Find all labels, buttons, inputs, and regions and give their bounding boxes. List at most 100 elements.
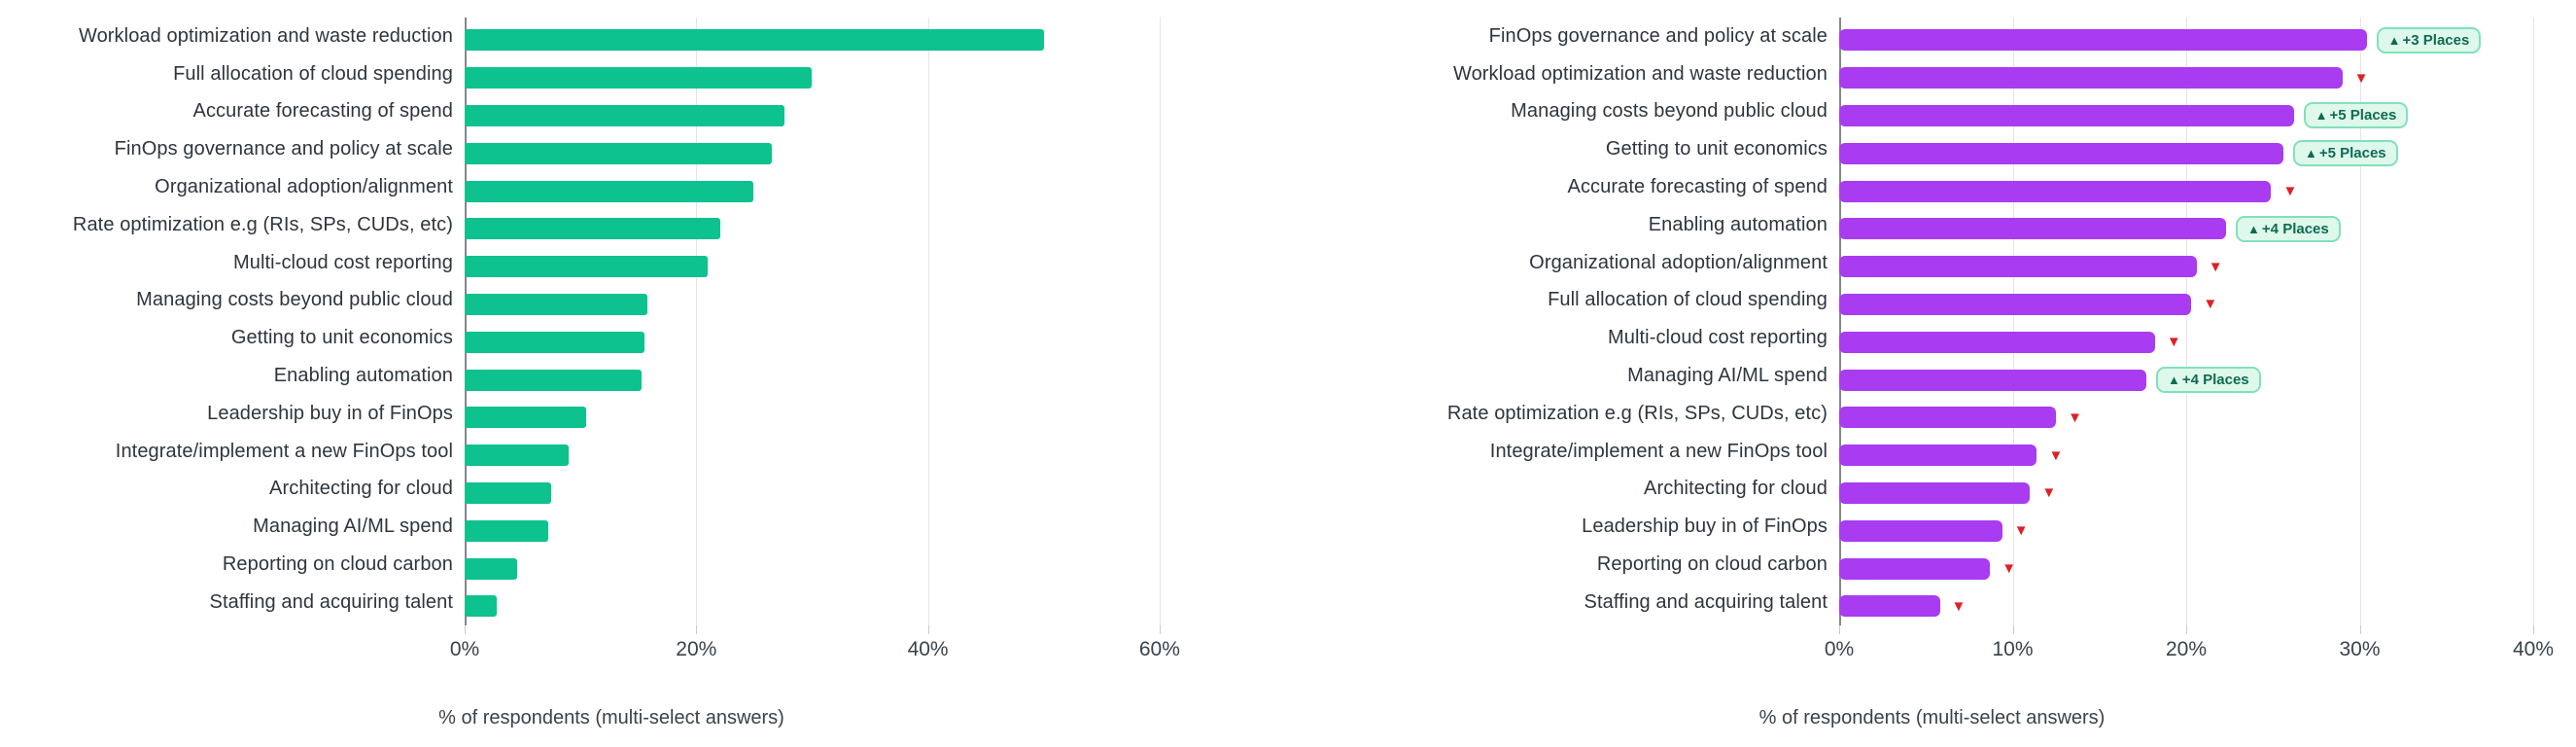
category-label: Enabling automation: [273, 365, 453, 387]
bar: [1839, 445, 2037, 467]
x-tick-label: 0%: [449, 637, 480, 660]
bar: [1839, 180, 2272, 202]
category-label: Workload optimization and waste reductio…: [78, 24, 453, 47]
category-label: Staffing and acquiring talent: [209, 590, 453, 613]
rank-up-icon: ▲: [2167, 373, 2180, 388]
category-label: Managing AI/ML spend: [253, 516, 453, 538]
chart-row: ▼: [1839, 172, 2576, 210]
bar: [1839, 104, 2294, 126]
rank-down-icon: ▼: [2353, 69, 2369, 87]
chart-row: ▲ +5 Places: [1839, 134, 2576, 172]
x-tick-label: 30%: [2339, 637, 2381, 660]
chart-row: [465, 361, 1223, 399]
category-label: Getting to unit economics: [230, 327, 453, 349]
bar: [465, 445, 570, 467]
bar: [465, 218, 721, 240]
bar: [465, 519, 548, 542]
chart-row: [465, 512, 1223, 550]
category-label: Architecting for cloud: [269, 478, 453, 500]
bar: [1839, 595, 1940, 618]
rank-down-icon: ▼: [1951, 597, 1967, 615]
gridline: [2012, 18, 2014, 625]
y-axis-line: [465, 18, 467, 625]
chart-row: ▼: [1839, 550, 2576, 587]
bar: [1839, 369, 2146, 391]
bar-chart-left: Workload optimization and waste reductio…: [0, 0, 1223, 747]
bar: [465, 331, 644, 353]
gridline: [2186, 18, 2187, 625]
x-tick-label: 40%: [907, 637, 949, 660]
chart-row: [465, 587, 1223, 625]
bar: [1839, 519, 2002, 542]
rank-down-icon: ▼: [2013, 522, 2029, 540]
category-label: Organizational adoption/alignment: [1529, 251, 1828, 273]
bar: [1839, 142, 2283, 164]
chart-row: [465, 550, 1223, 587]
x-tick-mark: [465, 624, 466, 634]
rank-change-label: +4 Places: [2181, 372, 2249, 389]
rank-down-icon: ▼: [2048, 446, 2064, 464]
category-label: Organizational adoption/alignment: [155, 176, 453, 198]
category-label: Rate optimization e.g (RIs, SPs, CUDs, e…: [1446, 402, 1828, 424]
chart-row: ▲ +4 Places: [1839, 210, 2576, 248]
category-label: Full allocation of cloud spending: [1548, 289, 1828, 311]
category-label: Accurate forecasting of spend: [192, 100, 453, 123]
chart-row: [465, 172, 1223, 210]
category-label: Workload optimization and waste reductio…: [1452, 62, 1828, 85]
category-label: Leadership buy in of FinOps: [207, 402, 453, 424]
x-tick-mark: [2186, 624, 2187, 634]
chart-row: [465, 399, 1223, 437]
category-label: Enabling automation: [1648, 213, 1828, 235]
x-axis: 0% 10% 20% 30% 40%: [1825, 624, 2576, 664]
category-label: Managing costs beyond public cloud: [136, 289, 453, 311]
category-label: Architecting for cloud: [1644, 478, 1828, 500]
chart-row: [465, 475, 1223, 513]
chart-row: [465, 210, 1223, 248]
bar: [1839, 67, 2343, 89]
chart-row: ▼: [1839, 59, 2576, 97]
category-label: Staffing and acquiring talent: [1584, 590, 1828, 613]
rank-down-icon: ▼: [2203, 296, 2218, 313]
rank-up-badge: ▲ +5 Places: [2303, 102, 2409, 129]
rank-change-label: +3 Places: [2402, 31, 2470, 49]
rank-down-icon: ▼: [2282, 183, 2298, 200]
category-label: Integrate/implement a new FinOps tool: [115, 440, 453, 462]
rank-up-badge: ▲ +4 Places: [2155, 367, 2261, 394]
category-label: Managing AI/ML spend: [1627, 365, 1828, 387]
bar: [1839, 481, 2031, 504]
bar: [465, 407, 587, 429]
bar: [465, 29, 1044, 52]
rank-up-icon: ▲: [2304, 146, 2317, 161]
x-tick-label: 60%: [1138, 637, 1180, 660]
category-labels: Workload optimization and waste reductio…: [0, 18, 465, 625]
bar: [1839, 331, 2155, 353]
rank-down-icon: ▼: [2002, 560, 2017, 578]
plot-grid: [465, 18, 1223, 625]
bar: [465, 293, 648, 315]
x-tick-label: 20%: [676, 637, 717, 660]
chart-row: ▲ +5 Places: [1839, 97, 2576, 135]
category-label: Rate optimization e.g (RIs, SPs, CUDs, e…: [72, 213, 453, 235]
rank-down-icon: ▼: [2208, 258, 2223, 275]
rank-change-label: +4 Places: [2261, 220, 2329, 237]
chart-row: [465, 437, 1223, 475]
bar: [465, 180, 753, 202]
chart-row: ▼: [1839, 248, 2576, 286]
bar: [1839, 407, 2057, 429]
bar: [1839, 218, 2227, 240]
category-label: FinOps governance and policy at scale: [1488, 24, 1828, 47]
gridline: [927, 18, 929, 625]
bar: [465, 67, 813, 89]
category-label: Multi-cloud cost reporting: [1607, 327, 1828, 349]
x-tick-mark: [696, 624, 698, 634]
bar: [1839, 29, 2367, 52]
bar: [465, 142, 772, 164]
plot-area: FinOps governance and policy at scale Wor…: [1288, 18, 2576, 625]
category-label: Integrate/implement a new FinOps tool: [1489, 440, 1828, 462]
category-label: Reporting on cloud carbon: [1596, 553, 1828, 576]
bar: [1839, 293, 2192, 315]
y-axis-line: [1839, 18, 1841, 625]
x-tick-mark: [2359, 624, 2361, 634]
chart-row: ▲ +4 Places: [1839, 361, 2576, 399]
plot-grid: ▲ +3 Places ▼ ▲ +5 Places ▲ +5 Places ▼ ▲ +4 Plac…: [1839, 18, 2576, 625]
